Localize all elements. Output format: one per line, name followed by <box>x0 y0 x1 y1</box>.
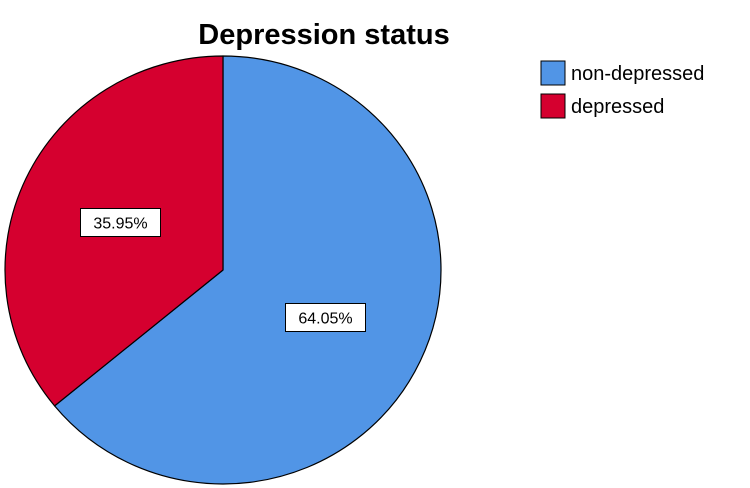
slice-data-label-text: 35.95% <box>93 216 147 233</box>
pie-slices <box>4 55 442 485</box>
slice-data-label-depressed: 35.95% <box>80 208 161 237</box>
legend-item-non-depressed: non-depressed <box>540 60 704 86</box>
legend-label: depressed <box>571 96 664 118</box>
chart-title: Depression status <box>198 19 449 51</box>
slice-data-label-text: 64.05% <box>298 311 352 328</box>
pie-slice-non-depressed <box>53 55 442 485</box>
legend-swatch <box>540 60 566 86</box>
legend-swatch <box>540 93 566 119</box>
legend-label: non-depressed <box>571 63 704 85</box>
slice-data-label-box <box>80 208 161 237</box>
legend-item-depressed: depressed <box>540 93 664 119</box>
slice-data-label-box <box>285 303 366 332</box>
slice-data-labels: 64.05% 35.95% <box>80 208 366 332</box>
slice-data-label-non-depressed: 64.05% <box>285 303 366 332</box>
legend: non-depressed depressed <box>540 60 704 119</box>
